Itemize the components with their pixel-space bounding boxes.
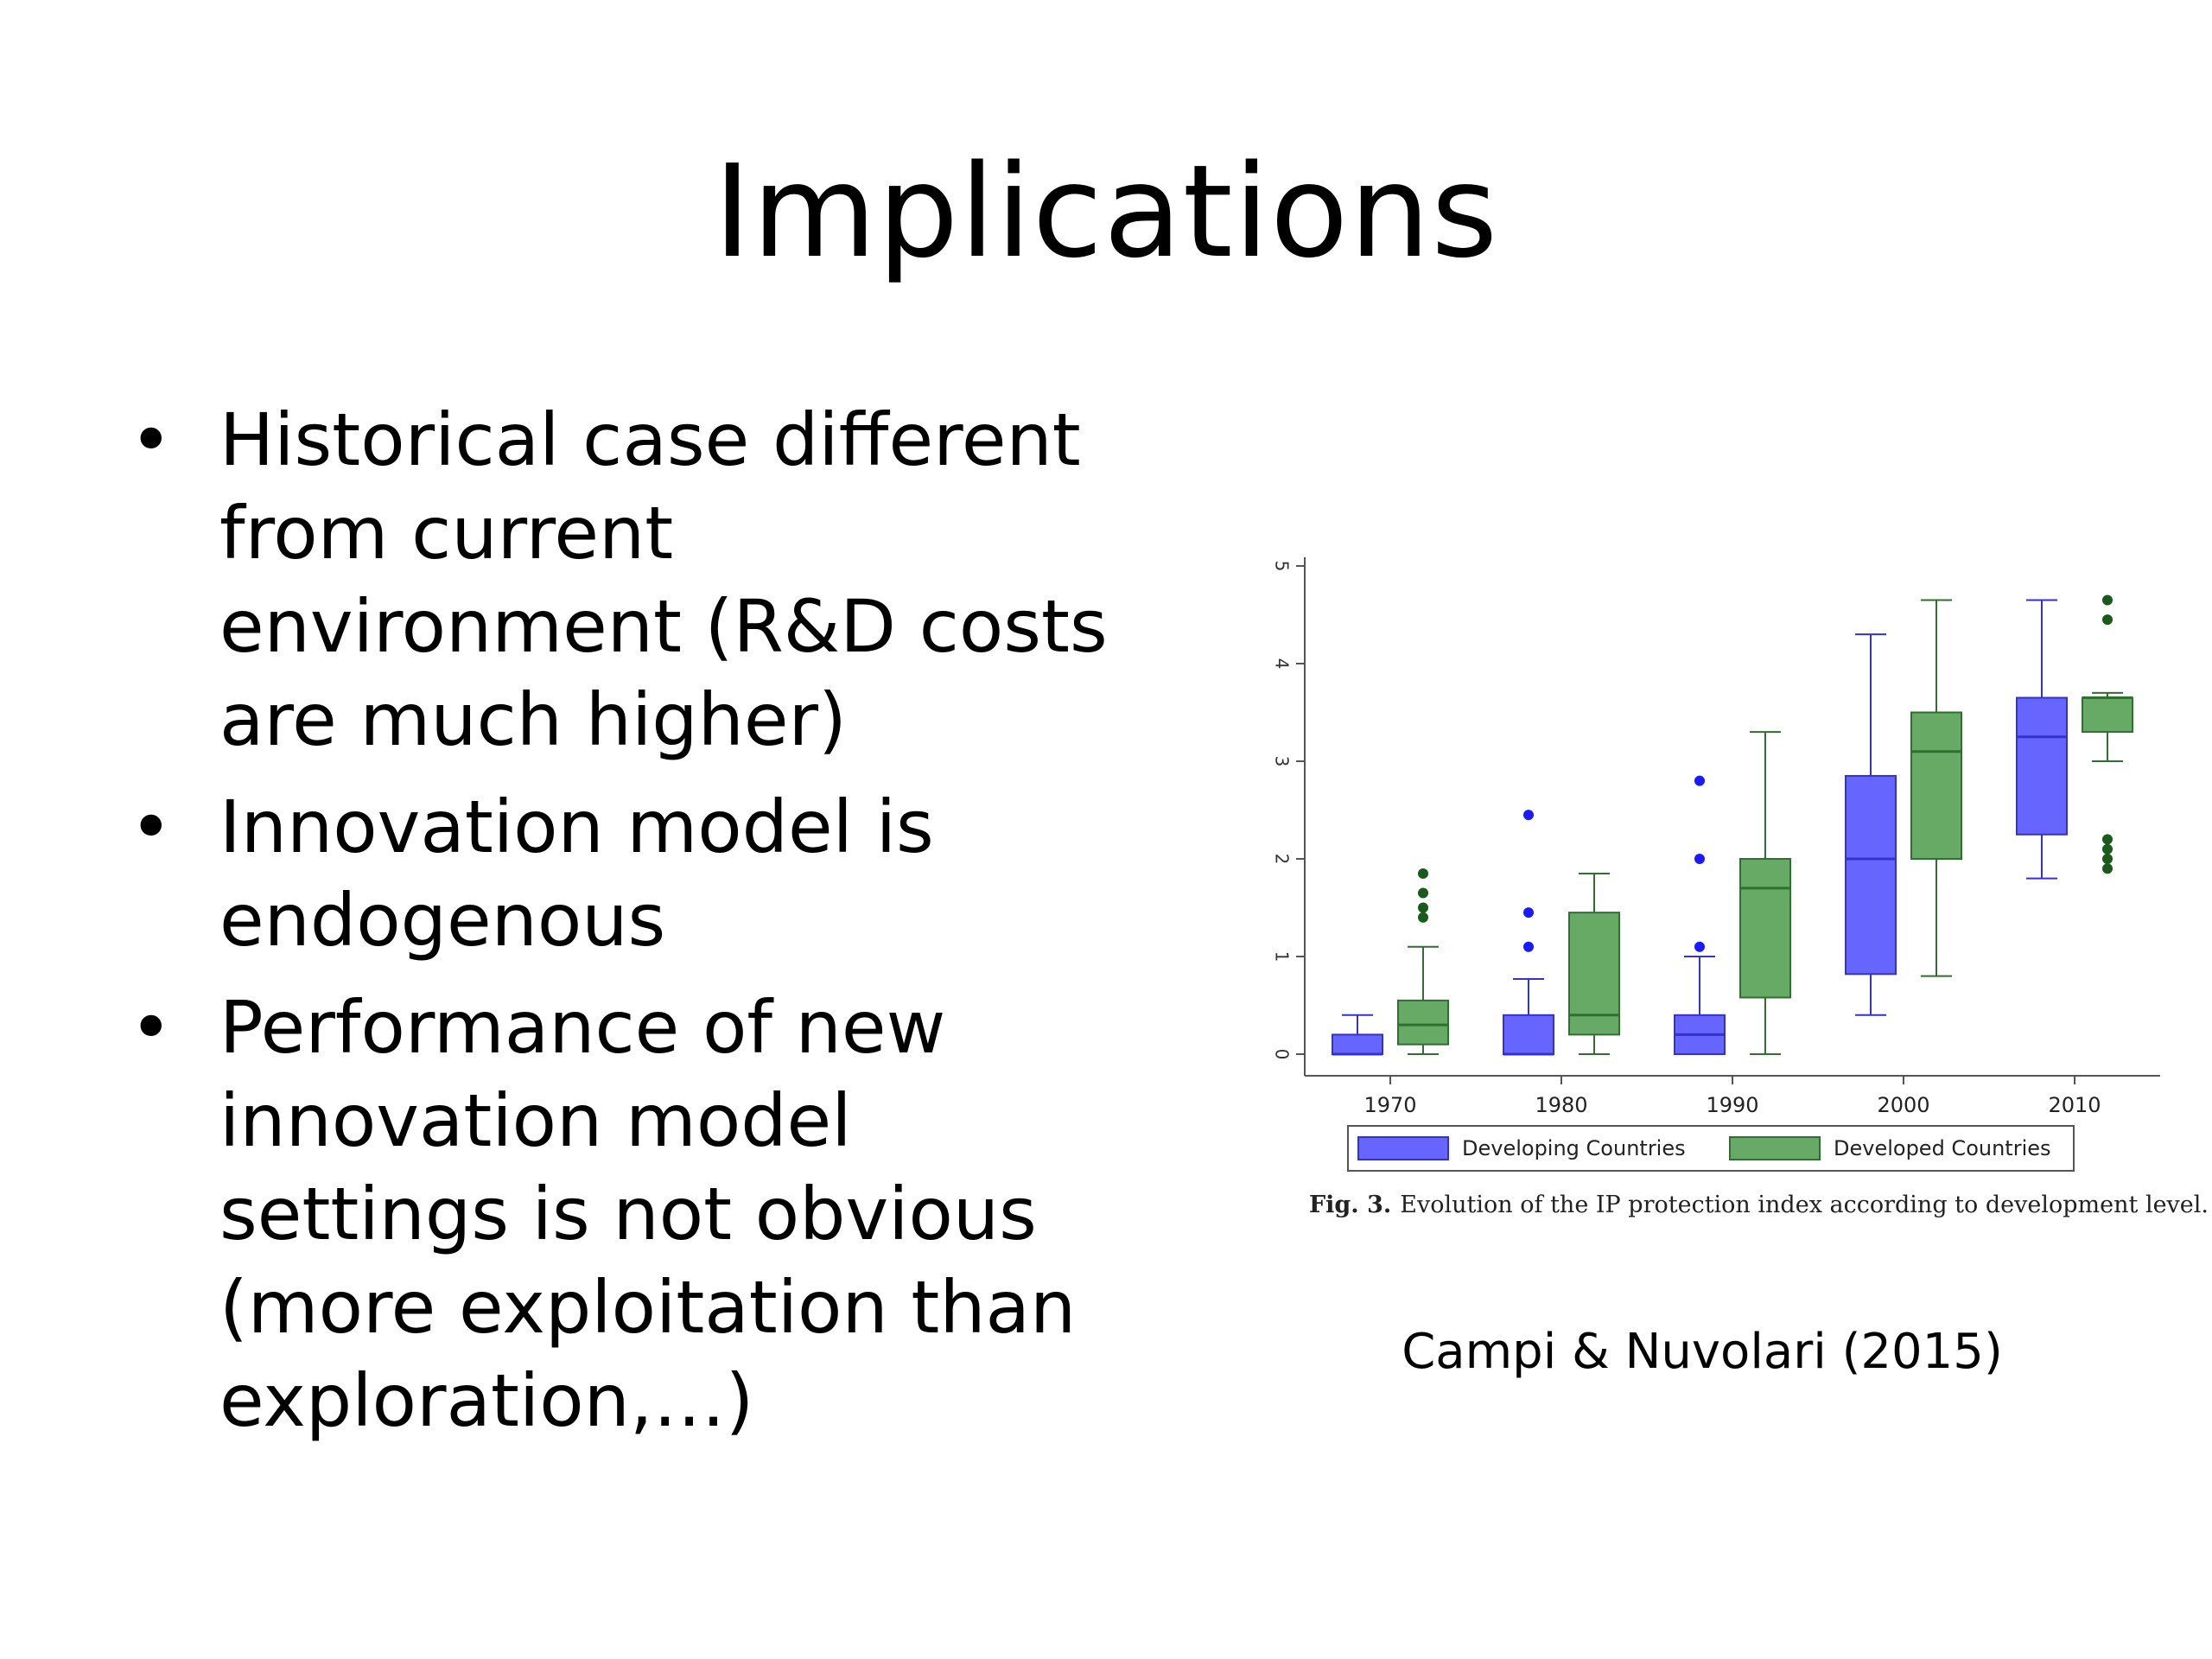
bullet-item: • Historical case different from current… xyxy=(130,393,1123,766)
box-outlier xyxy=(1418,868,1428,879)
y-tick-label: 2 xyxy=(1272,854,1293,865)
box-outlier xyxy=(1694,775,1705,786)
bullet-line: from current xyxy=(219,491,674,575)
box-rect xyxy=(2016,696,2068,836)
box-outlier xyxy=(2102,843,2113,855)
y-tick-label: 3 xyxy=(1272,756,1293,767)
figure-caption: Fig. 3. Evolution of the IP protection in… xyxy=(1309,1188,2209,1223)
bullet-line: settings is not obvious xyxy=(219,1172,1037,1256)
bullet-item: • Innovation model is endogenous xyxy=(130,780,1123,967)
box-outlier xyxy=(1418,902,1428,913)
box-rect xyxy=(1503,1014,1554,1055)
box-rect xyxy=(1845,774,1897,976)
slide-title: Implications xyxy=(713,137,1499,286)
box-outlier xyxy=(1694,854,1705,864)
legend-swatch xyxy=(1729,1136,1821,1160)
boxplot-figure: 0 1 2 3 4 5 1970 1980 1990 2000 2010 Developing Cou… xyxy=(1236,531,2169,1240)
bullet-marker: • xyxy=(130,397,173,482)
legend-swatch xyxy=(1357,1136,1449,1160)
box-outlier xyxy=(1523,810,1534,821)
x-tick-label: 1970 xyxy=(1363,1093,1416,1117)
box-outlier xyxy=(1694,941,1705,952)
bullet-list: • Historical case different from current… xyxy=(130,393,1123,1461)
box-outlier xyxy=(1418,912,1428,923)
box-outlier xyxy=(1418,887,1428,899)
legend-label: Developed Countries xyxy=(1834,1136,2051,1160)
box-outlier xyxy=(2102,854,2113,864)
legend-box xyxy=(1347,1125,2075,1172)
citation: Campi & Nuvolari (2015) xyxy=(1402,1324,2003,1380)
boxplot-chart: 0 1 2 3 4 5 1970 1980 1990 2000 2010 Developing Cou… xyxy=(1272,557,2160,1172)
y-tick-label: 1 xyxy=(1272,951,1293,963)
bullet-line: endogenous xyxy=(219,878,666,963)
box-rect xyxy=(1910,711,1962,860)
y-tick-label: 5 xyxy=(1272,561,1293,572)
bullet-line: Performance of new xyxy=(219,985,946,1070)
figure-caption-label: Fig. 3. xyxy=(1309,1192,1392,1218)
box-rect xyxy=(1397,999,1449,1046)
box-rect xyxy=(1739,858,1791,999)
box-outlier xyxy=(1523,941,1534,952)
bullet-line: Innovation model is xyxy=(219,785,934,869)
bullet-line: environment (R&D costs xyxy=(219,584,1108,669)
figure-caption-text: Evolution of the IP protection index acc… xyxy=(1400,1192,2209,1218)
bullet-line: (more exploitation than xyxy=(219,1265,1077,1350)
y-tick-label: 0 xyxy=(1272,1049,1293,1060)
box-outlier xyxy=(2102,863,2113,874)
x-tick-label: 2000 xyxy=(1877,1093,1929,1117)
legend-label: Developing Countries xyxy=(1462,1136,1686,1160)
bullet-line: Historical case different xyxy=(219,397,1081,482)
box-outlier xyxy=(2102,594,2113,606)
bullet-line: exploration,…) xyxy=(219,1358,754,1443)
x-tick-label: 1980 xyxy=(1535,1093,1587,1117)
box-outlier xyxy=(2102,834,2113,845)
bullet-line: are much higher) xyxy=(219,677,847,762)
x-tick-label: 2010 xyxy=(2048,1093,2101,1117)
box-outlier xyxy=(2102,614,2113,626)
y-tick-label: 4 xyxy=(1272,658,1293,670)
bullet-line: innovation model xyxy=(219,1078,852,1163)
bullet-marker: • xyxy=(130,985,173,1070)
bullet-item: • Performance of new innovation model se… xyxy=(130,981,1123,1447)
box-rect xyxy=(1332,1033,1383,1056)
box-rect xyxy=(2082,696,2133,734)
x-tick-label: 1990 xyxy=(1706,1093,1758,1117)
box-outlier xyxy=(1523,907,1534,918)
bullet-marker: • xyxy=(130,785,173,869)
